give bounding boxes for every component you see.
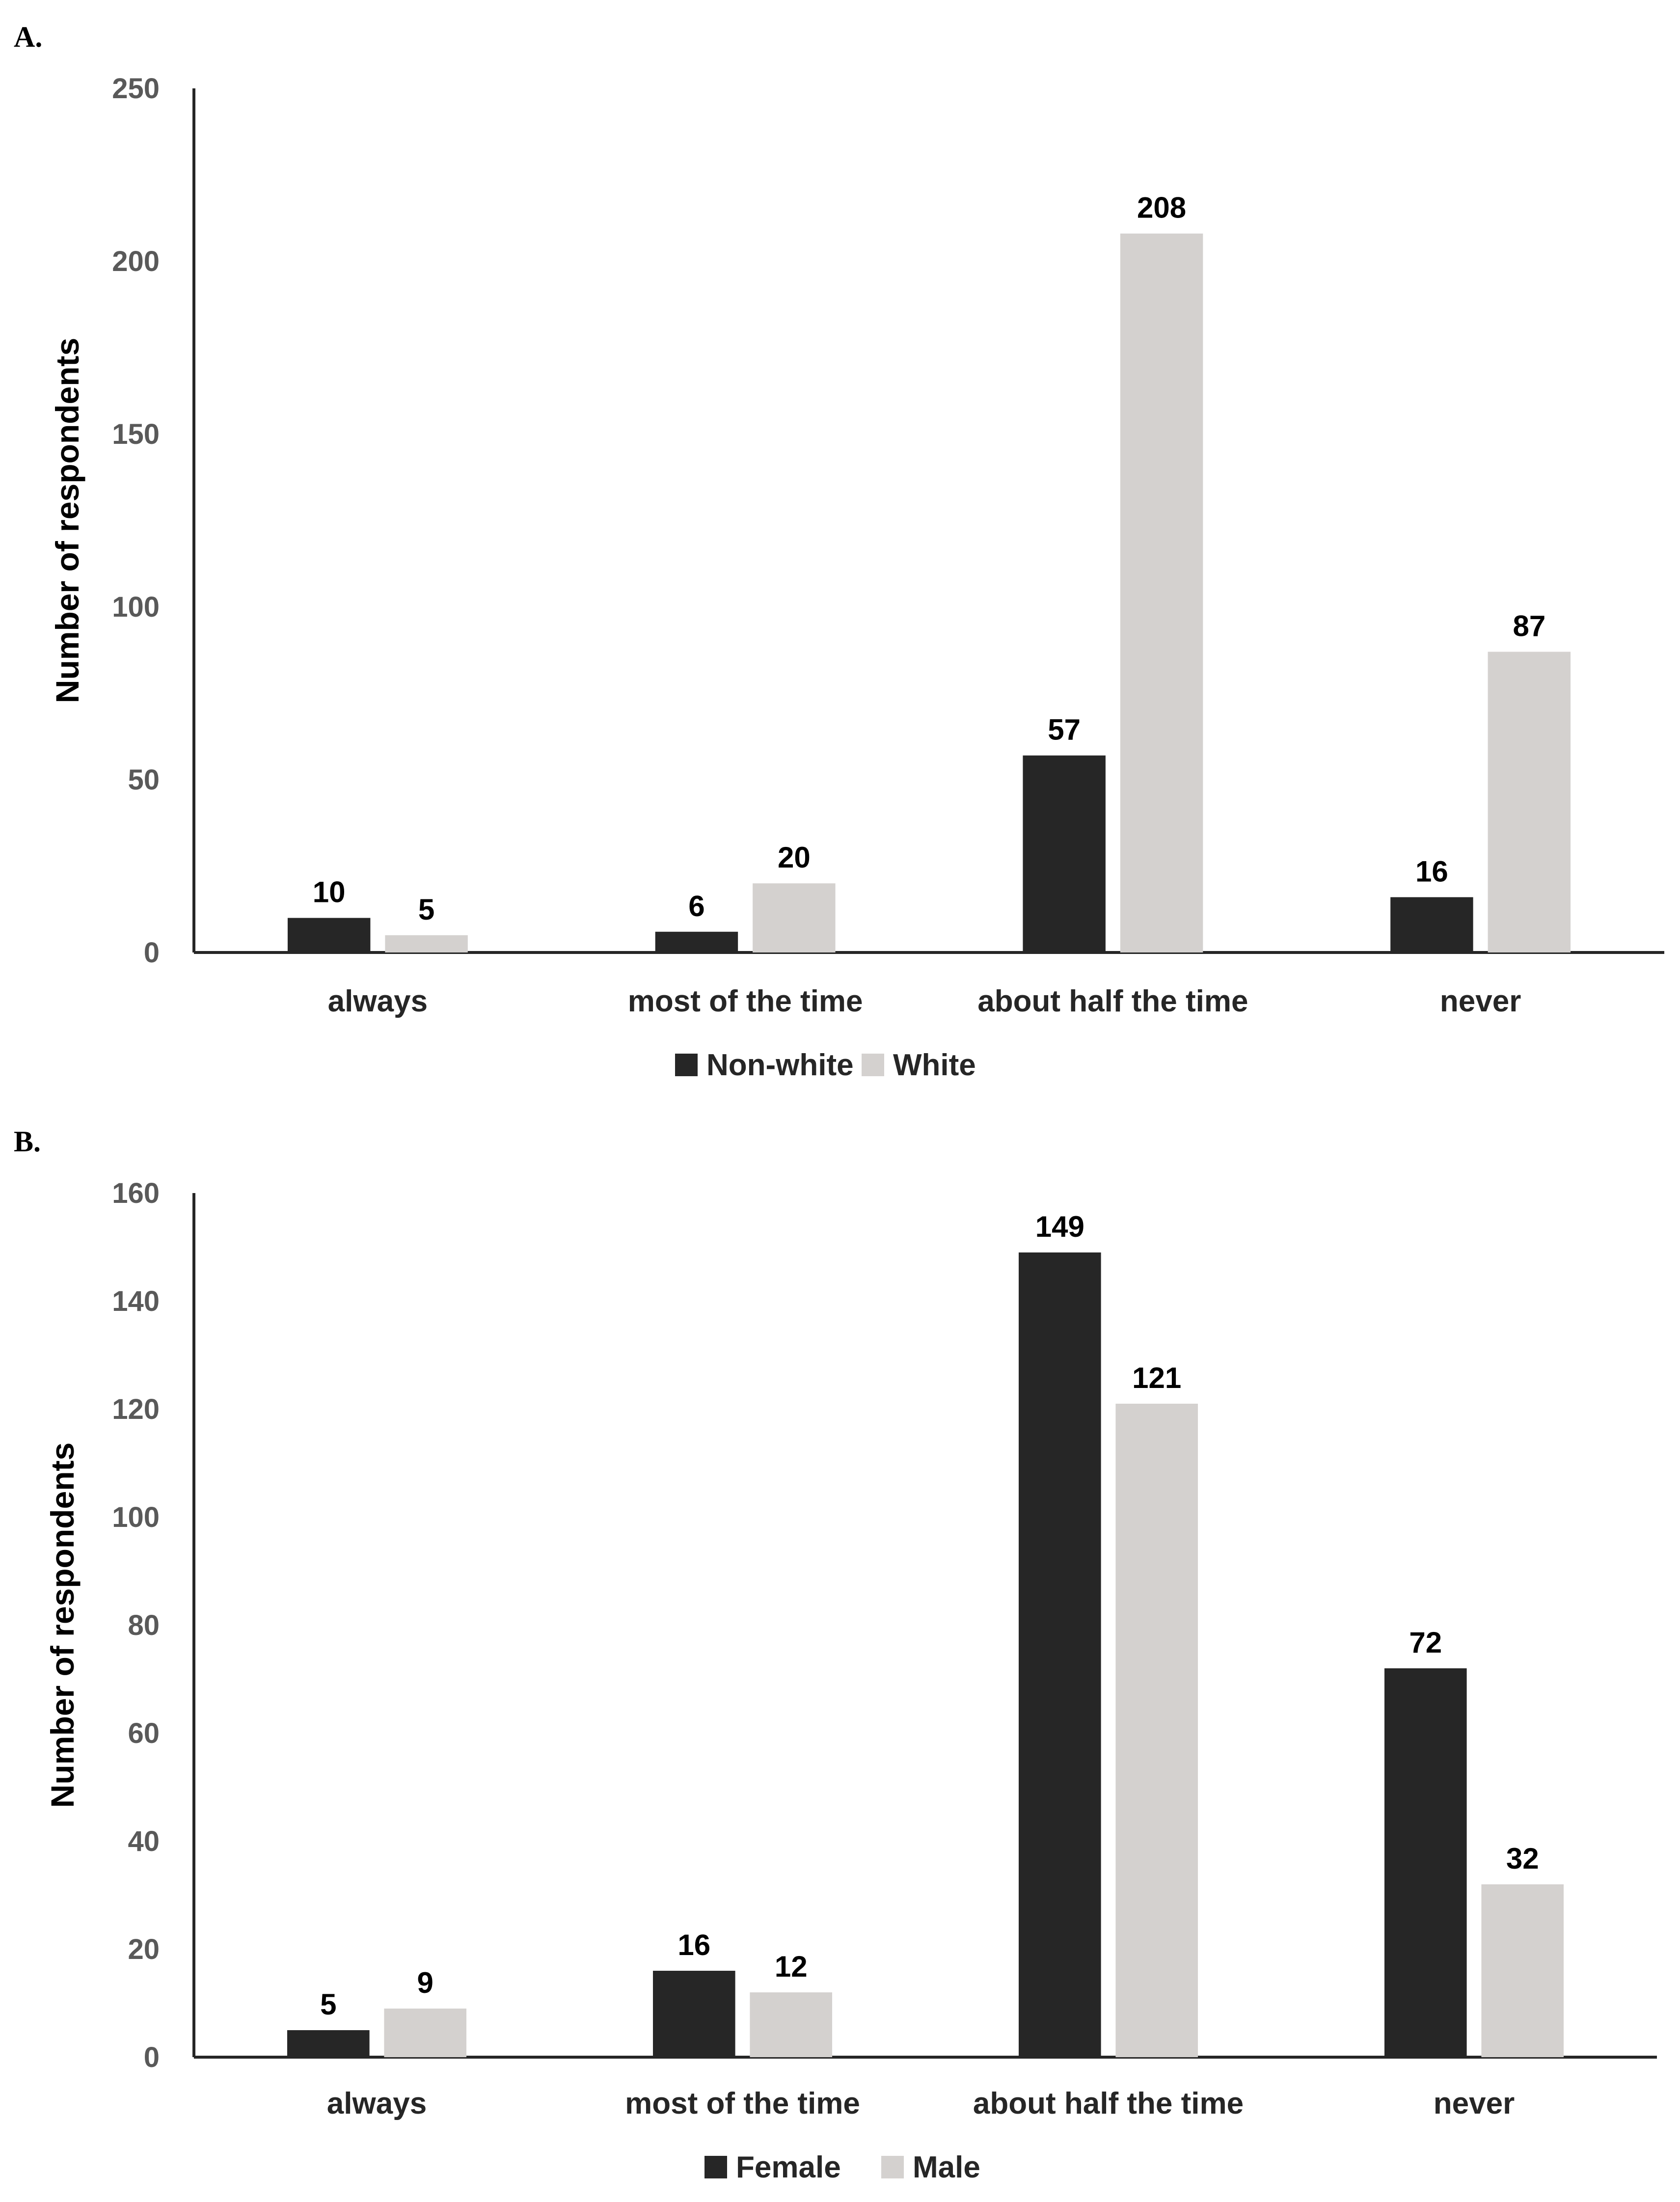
panel-a-letter: A. [14, 21, 42, 53]
panel-a-bar-white [1120, 233, 1203, 953]
panel-b-legend-swatch [705, 2156, 727, 2178]
panel-b-y-tick-label: 100 [112, 1501, 160, 1533]
chart-panel-b: B. Number of respondents 0 20 40 60 80 100 120 14… [14, 1125, 1657, 2184]
panel-a-x-tick-label: always [328, 984, 428, 1018]
panel-b-bar-female [287, 2030, 370, 2057]
panel-b-y-tick-label: 0 [144, 2041, 160, 2073]
panel-b-legend-label: Female [736, 2150, 841, 2184]
panel-b-data-label: 5 [320, 1988, 336, 2021]
panel-a-bar-non-white [655, 931, 738, 952]
panel-a-data-label: 16 [1415, 855, 1448, 888]
panel-b-data-label: 121 [1132, 1361, 1181, 1394]
panel-b-bar-female [1384, 1668, 1467, 2057]
panel-b-y-tick-label: 140 [112, 1285, 160, 1317]
panel-a-bar-white [753, 883, 836, 952]
panel-b-bar-male [1115, 1404, 1198, 2057]
panel-a-data-label: 87 [1513, 610, 1545, 643]
panel-a-y-tick-label: 100 [112, 591, 160, 623]
panel-b-legend-label: Male [913, 2150, 980, 2184]
panel-b-bar-male [384, 2009, 467, 2057]
panel-b-data-label: 149 [1035, 1210, 1084, 1243]
panel-a-y-tick-label: 250 [112, 73, 160, 105]
panel-a-data-label: 57 [1048, 713, 1081, 746]
panel-b-data-label: 16 [677, 1929, 710, 1961]
panel-b-x-tick-label: about half the time [973, 2087, 1244, 2120]
panel-b-data-label: 72 [1409, 1626, 1442, 1659]
panel-a-bar-non-white [287, 918, 371, 952]
panel-b-bar-male [750, 1992, 833, 2057]
panel-b-bar-female [1018, 1252, 1101, 2057]
panel-b-y-tick-label: 120 [112, 1393, 160, 1425]
chart-panel-a: A. Number of respondents 0 50 100 150 200 250 10… [14, 21, 1664, 1082]
panel-a-data-label: 10 [313, 876, 346, 909]
panel-a-bar-white [1488, 652, 1571, 952]
panel-b-x-tick-label: always [327, 2087, 427, 2120]
panel-a-data-label: 20 [778, 841, 811, 874]
panel-b-y-tick-label: 40 [128, 1825, 160, 1857]
panel-a-data-label: 6 [688, 890, 705, 923]
panel-b-y-tick-label: 20 [128, 1933, 160, 1965]
panel-a-y-tick-label: 150 [112, 418, 160, 450]
panel-b-letter: B. [14, 1125, 41, 1158]
panel-a-y-axis-label: Number of respondents [49, 338, 85, 703]
panel-a-x-tick-label: most of the time [628, 984, 863, 1018]
panel-a-legend-swatch [675, 1054, 698, 1076]
panel-a-data-label: 208 [1137, 191, 1186, 224]
panel-a-x-tick-label: about half the time [977, 984, 1248, 1018]
panel-b-x-tick-label: never [1434, 2087, 1515, 2120]
panel-b-data-label: 12 [775, 1950, 808, 1983]
panel-a-legend-label: Non-white [706, 1048, 854, 1082]
panel-b-y-tick-label: 160 [112, 1177, 160, 1209]
panel-a-x-tick-label: never [1440, 984, 1521, 1018]
panel-a-bar-non-white [1023, 755, 1106, 952]
panel-b-legend-swatch [881, 2156, 904, 2178]
panel-a-legend-swatch [862, 1054, 884, 1076]
panel-b-bar-male [1481, 1884, 1564, 2057]
panel-b-data-label: 9 [417, 1966, 434, 1999]
panel-b-data-label: 32 [1506, 1842, 1539, 1875]
panel-b-y-tick-label: 60 [128, 1717, 160, 1749]
panel-a-bar-non-white [1390, 897, 1473, 952]
panel-b-bar-female [652, 1971, 735, 2057]
panel-b-y-tick-label: 80 [128, 1609, 160, 1641]
panel-a-data-label: 5 [418, 893, 434, 926]
panel-a-y-tick-label: 0 [144, 937, 160, 969]
panel-b-y-axis-label: Number of respondents [44, 1442, 81, 1808]
panel-a-y-tick-label: 200 [112, 245, 160, 277]
panel-a-legend-label: White [893, 1048, 976, 1082]
panel-a-bar-white [385, 935, 468, 952]
panel-a-y-tick-label: 50 [128, 764, 160, 796]
panel-b-x-tick-label: most of the time [625, 2087, 860, 2120]
